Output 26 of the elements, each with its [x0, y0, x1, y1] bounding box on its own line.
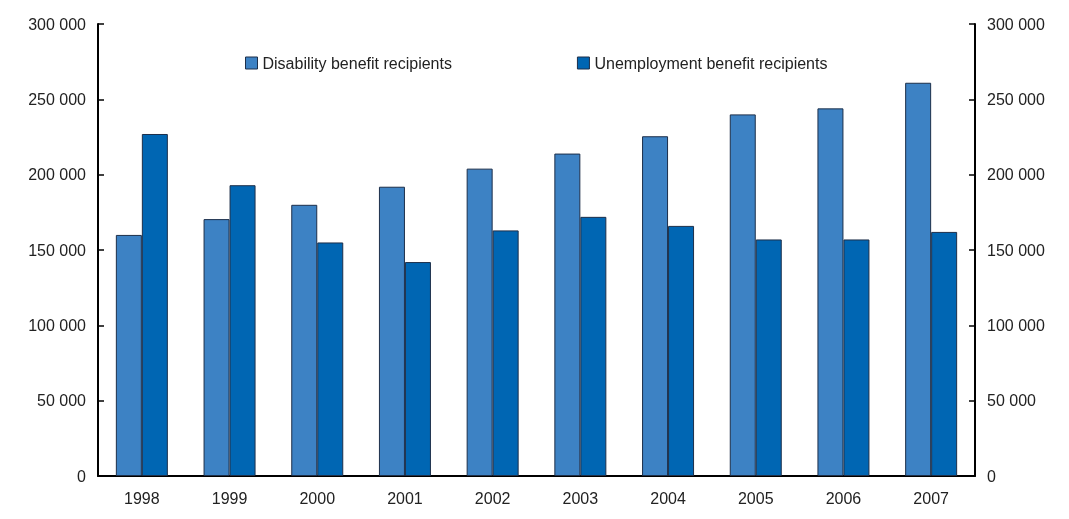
y-tick-label: 250 000 [28, 90, 87, 108]
x-tick-label: 1999 [211, 489, 248, 507]
y2-tick-label: 200 000 [987, 166, 1045, 184]
y-tick-label: 200 000 [28, 166, 87, 184]
x-tick-label: 1998 [124, 489, 160, 507]
x-tick-label: 2001 [387, 489, 423, 507]
x-tick-label: 2006 [825, 489, 862, 507]
x-tick-label: 2007 [913, 489, 950, 507]
y2-tick-label: 0 [987, 467, 996, 485]
x-tick-label: 2005 [737, 489, 774, 507]
x-tick-label: 2003 [562, 489, 599, 507]
y-tick-label: 0 [77, 467, 87, 485]
y-tick-label: 100 000 [28, 316, 87, 334]
x-tick-label: 2004 [650, 489, 686, 507]
legend-label: Unemployment benefit recipients [594, 54, 828, 72]
x-tick-label: 2000 [299, 489, 336, 507]
y-tick-label: 300 000 [28, 15, 87, 33]
y2-tick-label: 250 000 [987, 90, 1045, 108]
y2-tick-label: 100 000 [987, 316, 1045, 334]
y-tick-label: 50 000 [37, 392, 87, 410]
y-tick-label: 150 000 [28, 241, 87, 259]
y2-tick-label: 300 000 [987, 15, 1045, 33]
legend-label: Disability benefit recipients [262, 54, 452, 72]
y2-tick-label: 150 000 [987, 241, 1045, 259]
y2-tick-label: 50 000 [987, 392, 1037, 410]
x-tick-label: 2002 [474, 489, 511, 507]
